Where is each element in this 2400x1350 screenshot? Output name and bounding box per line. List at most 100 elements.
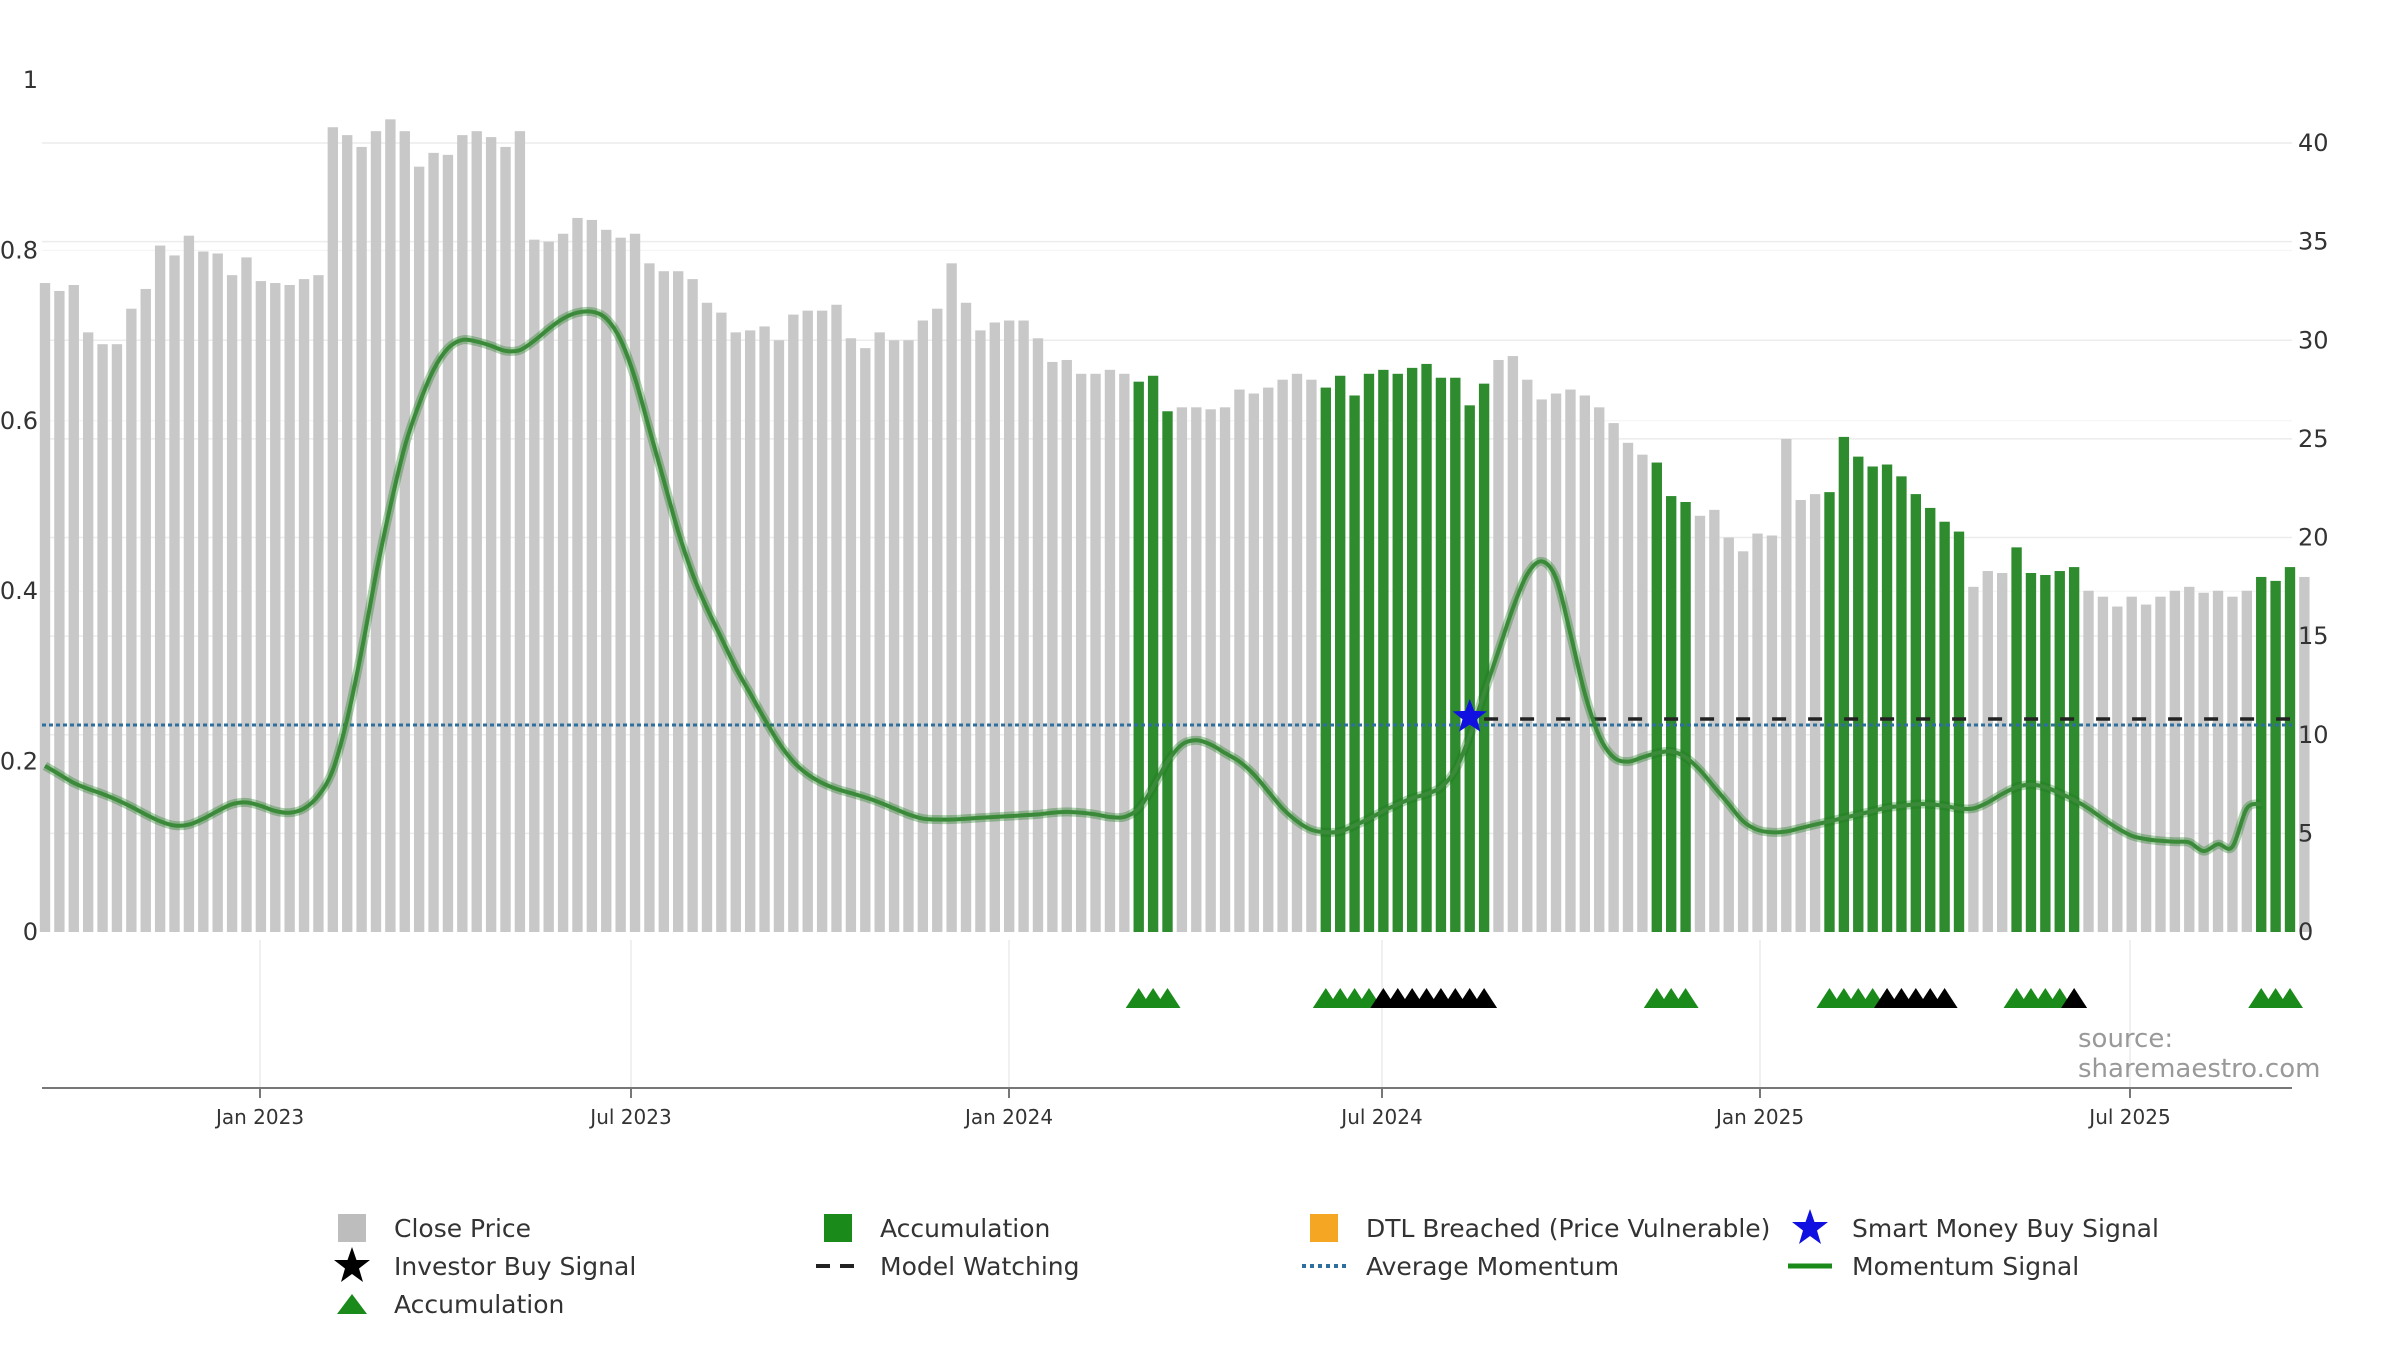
right-axis-tick-label: 40 xyxy=(2298,129,2329,157)
accumulation-marker xyxy=(1672,988,1699,1008)
price-bar xyxy=(82,332,94,932)
dotted-line-icon xyxy=(1302,1248,1346,1284)
accumulation-bar xyxy=(1162,411,1173,932)
price-bar xyxy=(586,219,598,933)
price-bar xyxy=(2140,604,2152,932)
price-bar xyxy=(1104,369,1116,932)
price-bar xyxy=(2155,596,2166,932)
legend-item-momentum-signal: Momentum Signal xyxy=(1788,1248,2079,1284)
price-bar xyxy=(932,308,943,932)
accumulation-bar xyxy=(1378,369,1389,932)
price-bar xyxy=(716,312,727,932)
price-bar xyxy=(241,257,252,932)
momentum-signal xyxy=(43,309,2262,854)
price-bar xyxy=(1565,389,1576,932)
legend-label: Smart Money Buy Signal xyxy=(1852,1213,2159,1243)
accumulation-bar xyxy=(1335,375,1346,932)
left-axis-tick-label: 1 xyxy=(23,66,38,94)
price-bar xyxy=(1622,442,1634,932)
price-bar xyxy=(2126,596,2137,932)
accumulation-bar xyxy=(1320,387,1331,933)
price-bar xyxy=(1075,373,1087,933)
x-tick-label: Jan 2023 xyxy=(214,1105,304,1129)
legend-label: Close Price xyxy=(394,1213,532,1243)
price-bar xyxy=(788,314,799,932)
price-bar xyxy=(802,310,813,933)
accumulation-bar xyxy=(1478,383,1490,932)
momentum-signal-line xyxy=(42,306,2263,856)
right-axis-tick-label: 35 xyxy=(2298,228,2329,256)
price-bar xyxy=(500,146,511,932)
price-bar xyxy=(601,229,612,933)
price-bar xyxy=(1507,356,1519,932)
price-bar xyxy=(1004,320,1015,932)
price-bar xyxy=(874,332,885,932)
accumulation-bar xyxy=(1896,476,1907,932)
price-bar xyxy=(773,340,785,932)
legend: Close Price Accumulation DTL Breached (P… xyxy=(330,1209,2230,1330)
legend-item-close-price: Close Price xyxy=(330,1210,531,1246)
legend-item-dtl-breached: DTL Breached (Price Vulnerable) xyxy=(1302,1210,1770,1246)
price-bar xyxy=(572,217,583,932)
price-bar xyxy=(2184,586,2195,932)
price-bar xyxy=(2097,596,2109,932)
price-bar xyxy=(2198,592,2209,932)
green-square-icon xyxy=(816,1210,860,1246)
price-bar xyxy=(2083,590,2094,932)
accumulation-bar xyxy=(1925,507,1936,932)
price-bar xyxy=(1637,454,1648,932)
accumulation-bar xyxy=(1406,367,1418,932)
accumulation-bar xyxy=(1666,496,1677,932)
left-axis-tick-label: 0.6 xyxy=(0,407,38,435)
accumulation-bar xyxy=(2284,567,2296,932)
price-bar xyxy=(485,137,497,932)
price-bar xyxy=(284,285,295,932)
price-bar xyxy=(39,283,51,932)
price-bar xyxy=(2112,606,2123,932)
orange-square-icon xyxy=(1302,1210,1346,1246)
accumulation-bar xyxy=(2270,580,2281,932)
price-bar xyxy=(960,302,972,933)
accumulation-bar xyxy=(1147,375,1159,932)
price-bar xyxy=(1536,399,1547,932)
legend-label: Accumulation xyxy=(394,1289,565,1319)
price-bar xyxy=(615,237,626,932)
price-bar xyxy=(471,131,482,933)
grey-square-icon xyxy=(330,1210,374,1246)
price-bar xyxy=(1191,407,1202,932)
accumulation-bar xyxy=(1881,464,1893,932)
accumulation-marker xyxy=(2277,988,2303,1008)
price-bar xyxy=(1090,373,1101,933)
accumulation-bar xyxy=(1651,462,1662,932)
price-bar xyxy=(529,239,540,933)
price-bar xyxy=(759,326,770,932)
price-bar xyxy=(644,263,655,932)
price-bar xyxy=(126,308,137,932)
accumulation-bar xyxy=(1349,395,1360,933)
price-bar xyxy=(1982,571,1993,932)
price-bar xyxy=(413,166,425,933)
accumulation-bar xyxy=(2025,573,2037,932)
price-bar xyxy=(860,348,871,932)
price-bar xyxy=(1550,393,1562,932)
black-star-icon xyxy=(330,1247,374,1284)
price-bar xyxy=(342,135,353,933)
legend-item-model-watching: Model Watching xyxy=(816,1248,1080,1284)
accumulation-bar xyxy=(1464,405,1475,932)
legend-item-average-momentum: Average Momentum xyxy=(1302,1248,1619,1284)
source-watermark: source: sharemaestro.com xyxy=(2078,1024,2321,1084)
x-tick-label: Jul 2024 xyxy=(1339,1105,1422,1129)
left-axis-tick-label: 0.2 xyxy=(0,748,38,776)
accumulation-bar xyxy=(1392,373,1403,933)
legend-label: Accumulation xyxy=(880,1213,1051,1243)
legend-item-accumulation-bar: Accumulation xyxy=(816,1210,1050,1246)
price-bar xyxy=(1694,515,1706,932)
axes: Jan 2023 Jul 2023 Jan 2024 Jul 2024 Jan 2025… xyxy=(0,66,2329,1129)
price-bar xyxy=(270,283,281,932)
price-bar xyxy=(1219,407,1231,932)
price-bar xyxy=(385,119,396,932)
price-bar xyxy=(1061,359,1072,933)
price-bar xyxy=(629,233,641,933)
price-bar xyxy=(1996,573,2008,932)
price-bar xyxy=(1795,500,1806,932)
